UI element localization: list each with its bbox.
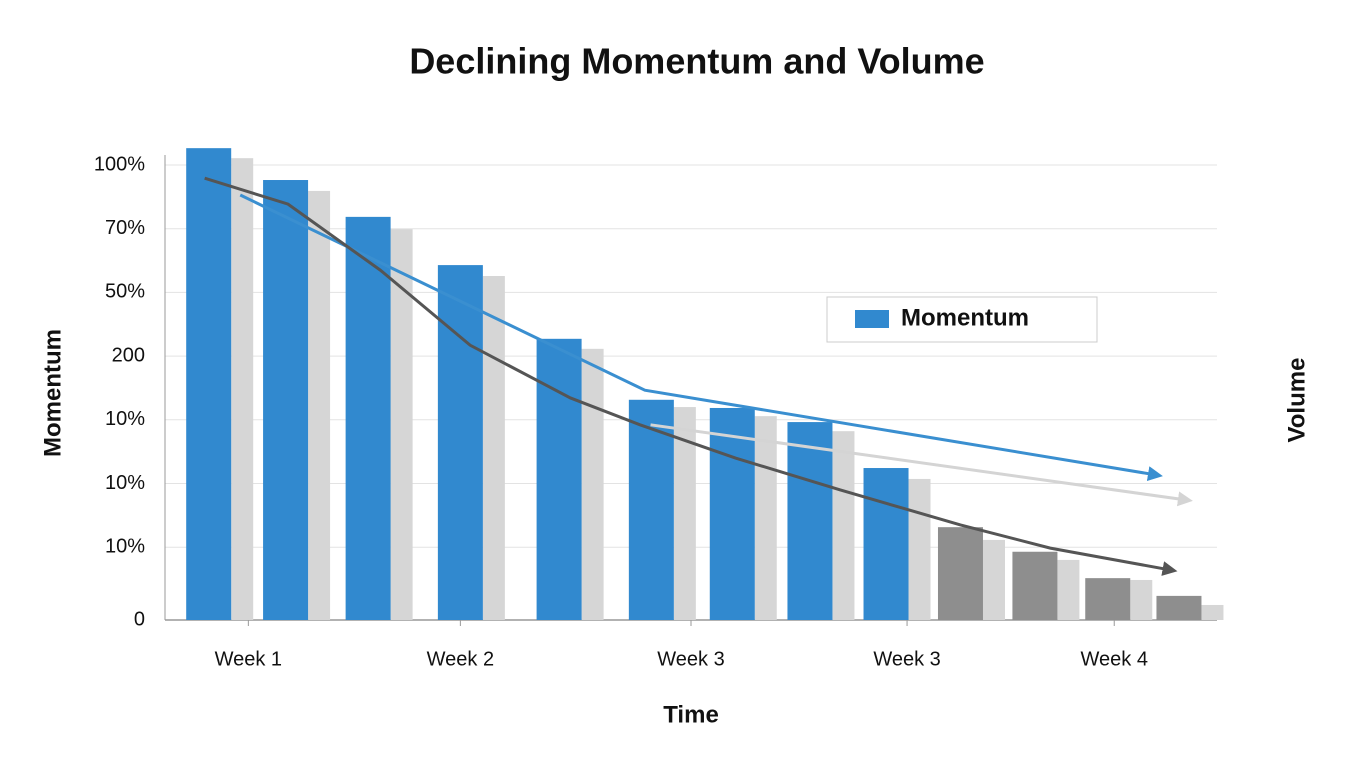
- y2-axis-title: Volume: [1283, 358, 1310, 443]
- y-tick-label: 50%: [105, 281, 145, 303]
- bar: [1156, 595, 1202, 620]
- bar: [1130, 579, 1153, 620]
- bar: [673, 407, 696, 620]
- x-tick-label: Week 3: [873, 648, 940, 670]
- y-tick-label: 100%: [94, 153, 145, 175]
- bar: [186, 148, 232, 621]
- chart-title: Declining Momentum and Volume: [409, 41, 984, 82]
- y-tick-label: 200: [112, 344, 145, 366]
- bar: [832, 431, 855, 620]
- bar: [231, 158, 254, 621]
- bar: [628, 399, 674, 620]
- legend: [826, 296, 1098, 343]
- bar: [863, 468, 909, 620]
- bar: [263, 180, 309, 620]
- legend-swatch: [855, 310, 889, 328]
- bar: [787, 422, 833, 620]
- y-tick-label: 0: [134, 608, 145, 630]
- bar: [390, 229, 413, 620]
- trend-line: [650, 423, 1193, 507]
- bar: [1057, 559, 1080, 620]
- x-axis-title: Time: [663, 701, 719, 728]
- bar: [1201, 604, 1224, 620]
- legend-label: Momentum: [901, 304, 1029, 331]
- bar: [437, 265, 483, 620]
- bar: [754, 416, 777, 620]
- y-axis-title: Momentum: [39, 329, 66, 457]
- y-tick-label: 10%: [105, 472, 145, 494]
- x-tick-label: Week 2: [427, 648, 494, 670]
- bar: [1085, 578, 1131, 620]
- bar: [308, 190, 331, 620]
- bar: [581, 348, 604, 620]
- bar: [709, 407, 755, 620]
- trend-line: [204, 176, 1178, 576]
- y-tick-label: 10%: [105, 535, 145, 557]
- y-tick-label: 70%: [105, 217, 145, 239]
- x-tick-label: Week 1: [215, 648, 282, 670]
- x-tick-label: Week 3: [657, 648, 724, 670]
- bar: [908, 478, 931, 620]
- bar: [982, 539, 1005, 620]
- trend-line: [239, 193, 1163, 482]
- bar: [345, 216, 391, 620]
- bar: [937, 527, 983, 620]
- bar: [1012, 551, 1058, 620]
- x-tick-label: Week 4: [1081, 648, 1148, 670]
- bar: [482, 276, 505, 620]
- y-tick-label: 10%: [105, 408, 145, 430]
- bar: [536, 338, 582, 620]
